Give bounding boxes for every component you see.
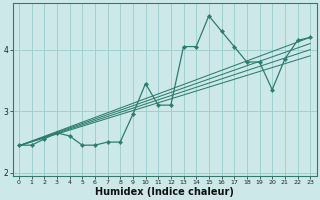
X-axis label: Humidex (Indice chaleur): Humidex (Indice chaleur) (95, 187, 234, 197)
